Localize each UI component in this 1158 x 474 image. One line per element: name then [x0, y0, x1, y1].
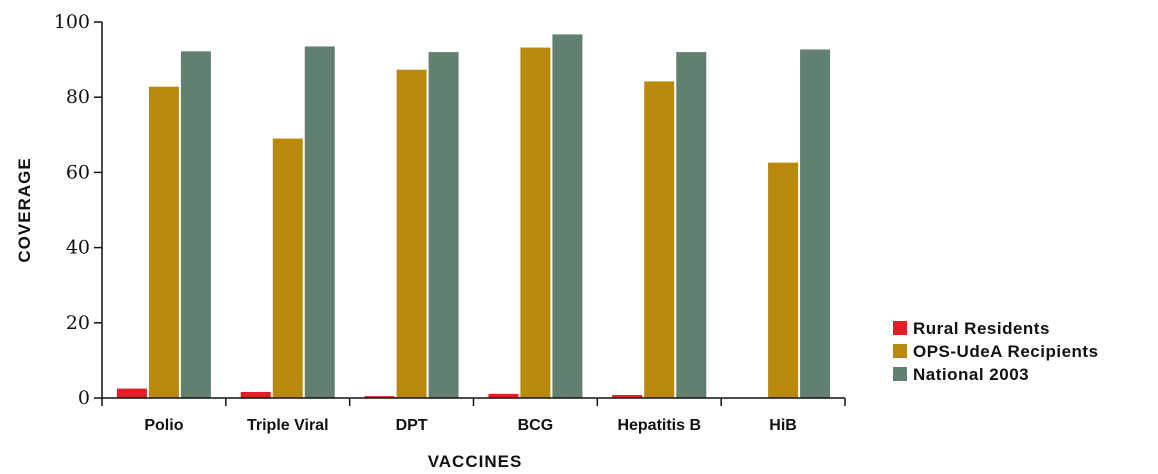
y-tick-label: 80 [66, 86, 90, 108]
legend-swatch [893, 344, 907, 358]
bar-rural-residents [488, 393, 519, 398]
x-axis-title: VACCINES [428, 452, 523, 471]
x-category-label: HiB [769, 417, 797, 434]
x-category-label: Polio [144, 417, 183, 434]
bar-national-2003 [676, 52, 707, 399]
y-ticks: 0 20 40 60 80 100 [54, 11, 102, 409]
x-category-label: BCG [518, 417, 554, 434]
legend-label: National 2003 [913, 365, 1029, 384]
bars-layer [116, 34, 831, 399]
bar-ops-udea-recipients [768, 162, 799, 398]
bar-ops-udea-recipients [644, 81, 675, 399]
bar-national-2003 [180, 51, 211, 398]
legend-swatch [893, 321, 907, 335]
bar-ops-udea-recipients [272, 138, 303, 398]
bar-ops-udea-recipients [520, 47, 551, 399]
bar-ops-udea-recipients [148, 86, 179, 398]
bar-rural-residents [364, 396, 395, 398]
bar-national-2003 [800, 49, 831, 398]
bar-ops-udea-recipients [396, 69, 427, 398]
y-tick-label: 40 [66, 237, 90, 259]
bar-national-2003 [428, 52, 459, 399]
y-tick-label: 0 [78, 387, 90, 409]
x-category-label: Triple Viral [247, 417, 329, 434]
bar-national-2003 [304, 46, 335, 398]
legend: Rural Residents OPS-UdeA Recipients Nation… [893, 319, 1099, 384]
y-tick-label: 60 [66, 161, 90, 183]
legend-label: Rural Residents [913, 319, 1050, 338]
bar-rural-residents [116, 388, 147, 398]
y-axis-title: COVERAGE [15, 157, 34, 262]
y-tick-label: 100 [54, 11, 90, 33]
legend-label: OPS-UdeA Recipients [913, 342, 1099, 361]
y-tick-label: 20 [66, 312, 90, 334]
bar-national-2003 [552, 34, 583, 399]
x-category-label: DPT [396, 417, 428, 434]
bar-rural-residents [612, 394, 643, 398]
x-category-label: Hepatitis B [617, 417, 701, 434]
bar-rural-residents [240, 391, 271, 398]
legend-swatch [893, 367, 907, 381]
x-ticks: Polio Triple Viral DPT BCG Hepatitis B HiB [101, 398, 846, 434]
